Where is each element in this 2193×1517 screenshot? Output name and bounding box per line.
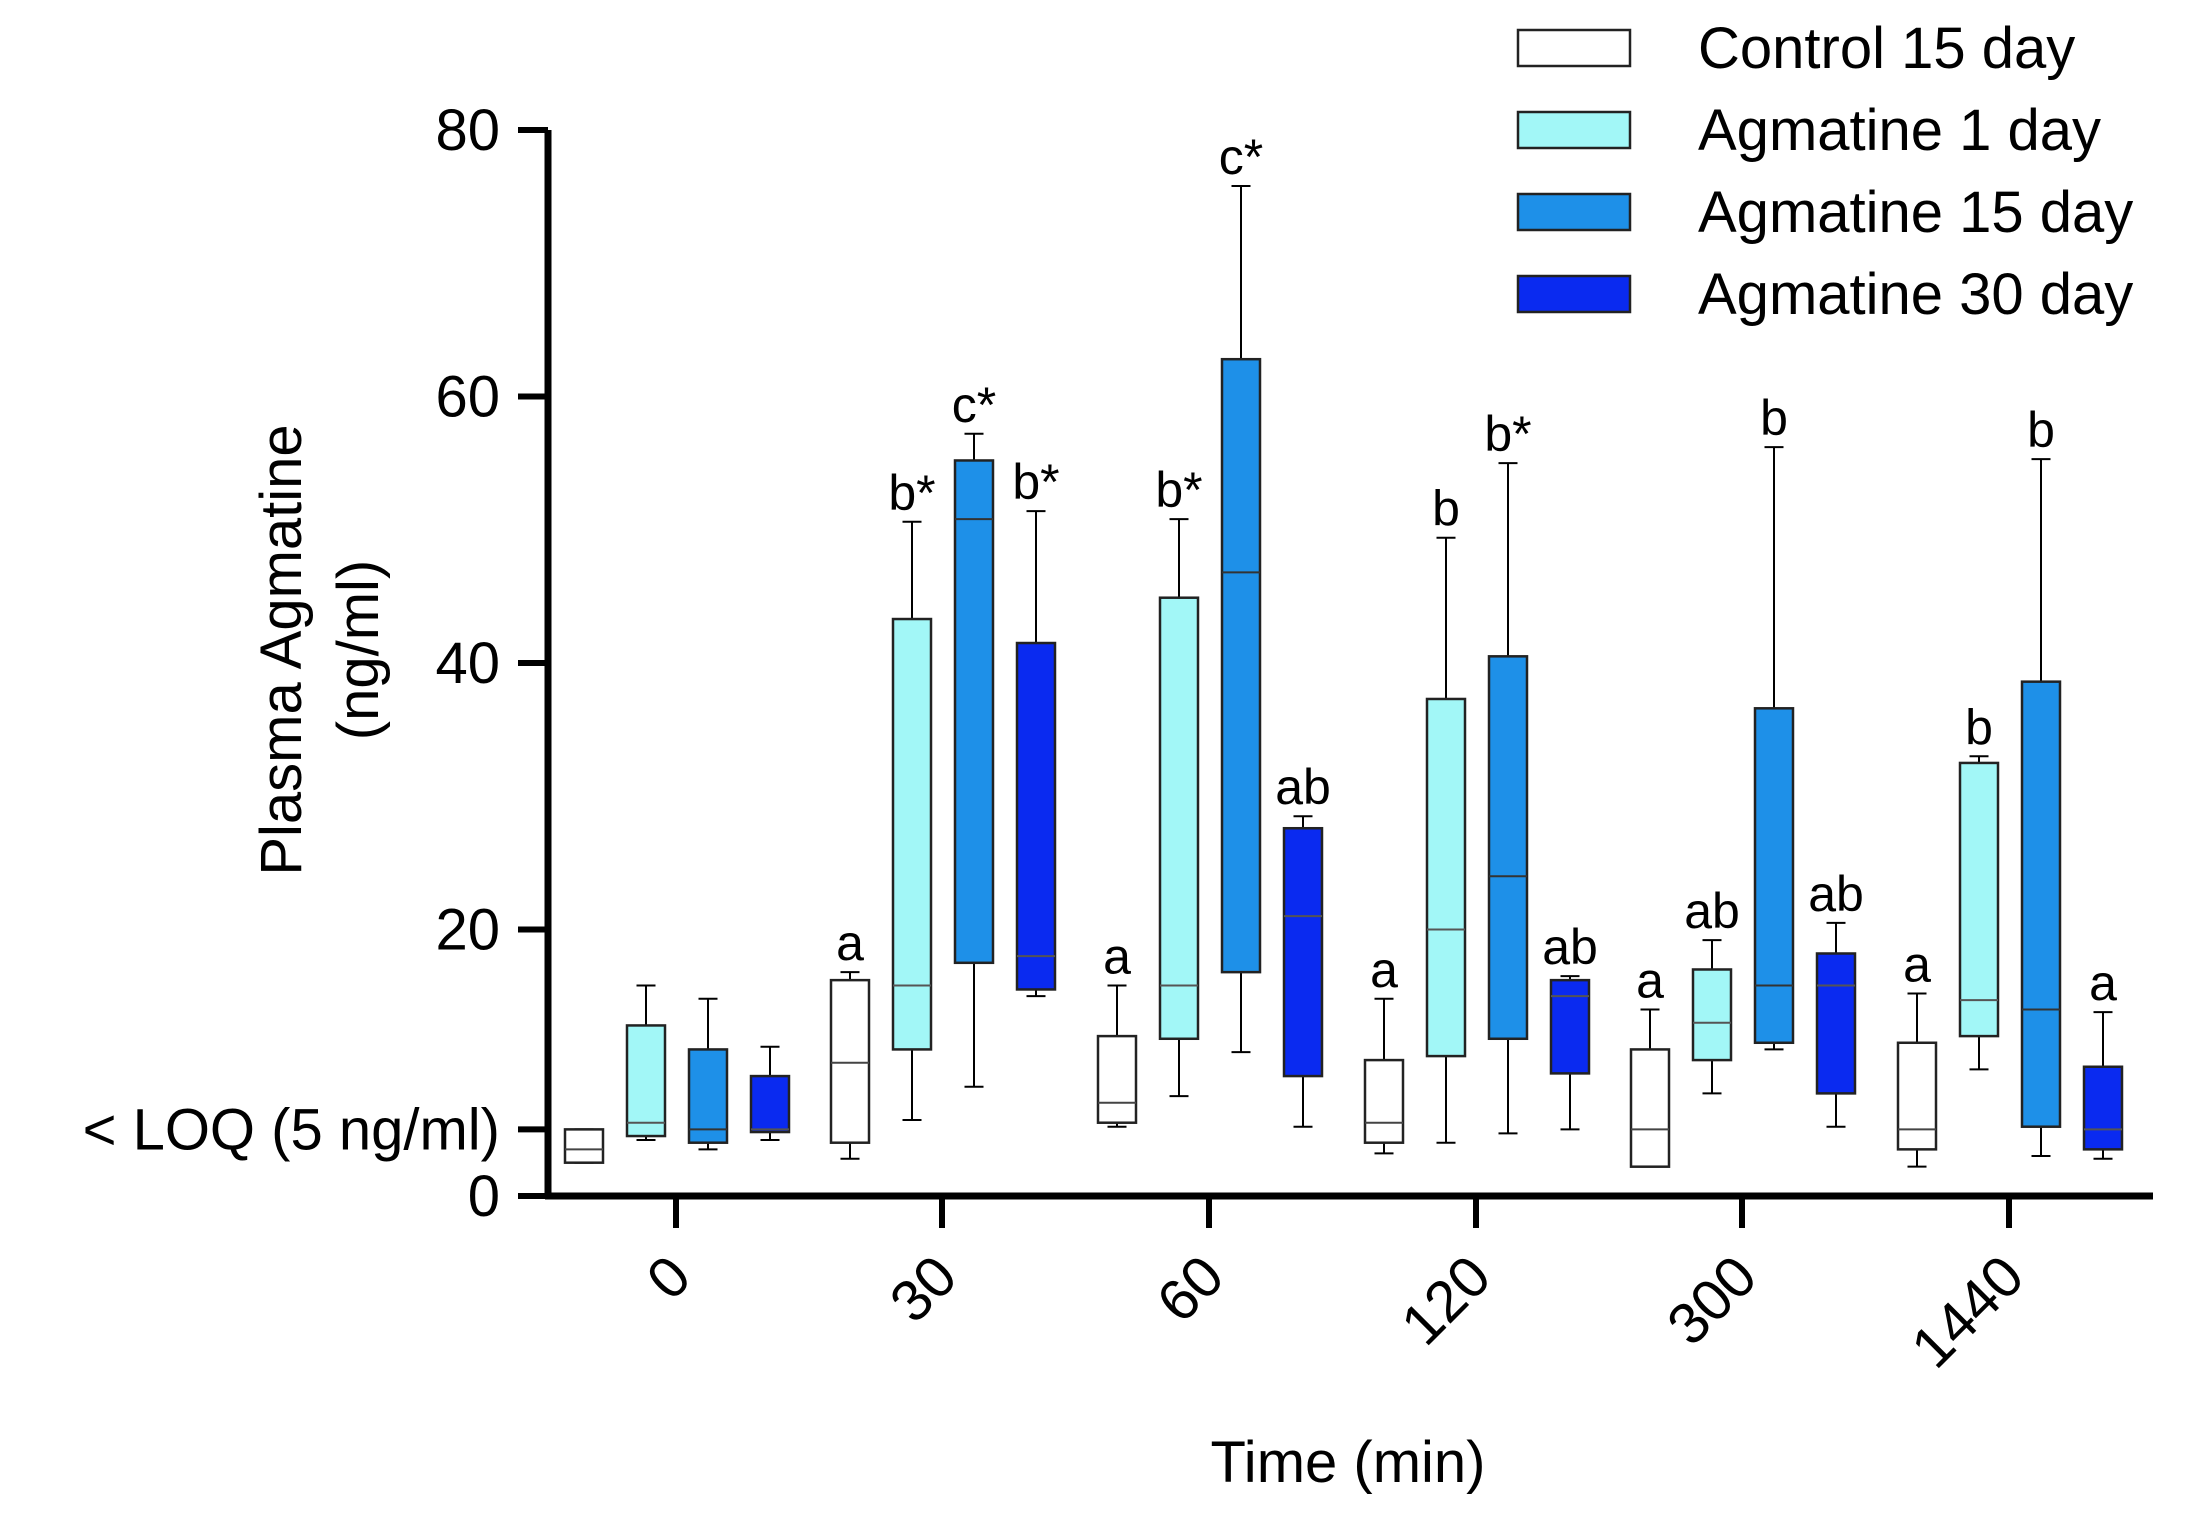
box-3-4 [1815,921,1857,1128]
box-0-2 [1096,984,1138,1128]
box-iqr [687,1048,729,1144]
box-3-5 [2082,1011,2124,1160]
box-0-4 [1629,1008,1671,1168]
y-axis-unit: (ng/ml) [326,560,391,740]
box-3-2 [1282,815,1324,1128]
significance-label: c* [952,377,996,433]
significance-label: a [1903,936,1931,992]
significance-label: ab [1542,919,1598,975]
box-2-0 [687,997,729,1151]
significance-label: b [2027,402,2055,458]
significance-label: ab [1275,759,1331,815]
box-2-5 [2020,458,2062,1158]
significance-label: a [836,915,864,971]
x-tick-label: 300 [1655,1243,1769,1357]
significance-label: a [1103,928,1131,984]
box-2-2 [1220,184,1262,1054]
y-axis-title: Plasma Agmatine [249,424,314,875]
box-2-1 [953,432,995,1088]
significance-label: a [1370,942,1398,998]
box-iqr [1629,1048,1671,1168]
box-3-1 [1015,510,1057,998]
significance-label: b* [1484,406,1531,462]
box-iqr [891,617,933,1051]
box-0-0 [563,1128,605,1164]
significance-label: b [1760,390,1788,446]
legend: Control 15 day Agmatine 1 day Agmatine 15 … [1516,16,2133,327]
box-3-0 [749,1045,791,1142]
box-iqr [2082,1065,2124,1151]
x-tick-label: 0 [634,1243,703,1312]
significance-label: b* [888,465,935,521]
legend-label: Agmatine 15 day [1698,180,2133,245]
box-0-5 [1896,992,1938,1168]
box-iqr [1158,596,1200,1041]
x-tick-label: 120 [1389,1243,1503,1357]
box-1-3 [1425,536,1467,1144]
box-0-3 [1363,997,1405,1155]
box-3-3 [1549,975,1591,1131]
box-iqr [1096,1034,1138,1124]
significance-label: b* [1012,454,1059,510]
x-ticks-layer: 0 30 60 120 300 1440 [634,1196,2036,1380]
legend-swatch [1516,110,1632,150]
box-iqr [1363,1058,1405,1144]
box-iqr [1896,1041,1938,1151]
box-1-4 [1691,939,1733,1095]
legend-label: Control 15 day [1698,16,2075,81]
box-iqr [2020,680,2062,1128]
legend-swatch [1516,192,1632,232]
y-tick-label: 0 [468,1164,500,1229]
y-tick-label-loq: < LOQ (5 ng/ml) [83,1097,500,1162]
legend-swatch [1516,274,1632,314]
box-iqr [1815,952,1857,1095]
significance-label: c* [1219,129,1263,185]
y-tick-label: 20 [435,898,500,963]
x-tick-label: 60 [1145,1243,1237,1335]
box-iqr [1549,978,1591,1075]
box-iqr [1282,826,1324,1078]
y-ticks-layer: 0 20 40 60 80 < LOQ (5 ng/ml) [83,98,548,1229]
box-iqr [953,459,995,965]
box-0-1 [829,971,871,1160]
significance-label: b* [1155,462,1202,518]
y-tick-label: 80 [435,98,500,163]
box-1-2 [1158,518,1200,1098]
box-iqr [749,1074,791,1134]
box-iqr [1220,357,1262,974]
significance-label: ab [1684,883,1740,939]
box-iqr [1425,697,1467,1058]
x-tick-label: 1440 [1899,1243,2036,1380]
box-iqr [563,1128,605,1164]
box-iqr [1691,968,1733,1062]
x-tick-label: 30 [878,1243,970,1335]
box-1-1 [891,520,933,1122]
y-tick-label: 60 [435,365,500,430]
box-iqr [1487,655,1529,1041]
box-iqr [1753,707,1795,1045]
significance-label: b [1432,481,1460,537]
significance-label: ab [1808,866,1864,922]
x-axis-title: Time (min) [1211,1430,1486,1495]
box-1-0 [625,984,667,1142]
box-2-3 [1487,462,1529,1135]
box-iqr [625,1024,667,1138]
y-tick-label: 40 [435,631,500,696]
box-iqr [829,978,871,1144]
legend-label: Agmatine 1 day [1698,98,2101,163]
legend-label: Agmatine 30 day [1698,262,2133,327]
box-2-4 [1753,446,1795,1051]
box-1-5 [1958,755,2000,1071]
box-iqr [1015,641,1057,991]
box-iqr [1958,761,2000,1038]
significance-label: a [2089,955,2117,1011]
boxes-layer [563,184,2124,1168]
significance-label: b [1965,699,1993,755]
significance-label: a [1636,952,1664,1008]
legend-swatch [1516,28,1632,68]
